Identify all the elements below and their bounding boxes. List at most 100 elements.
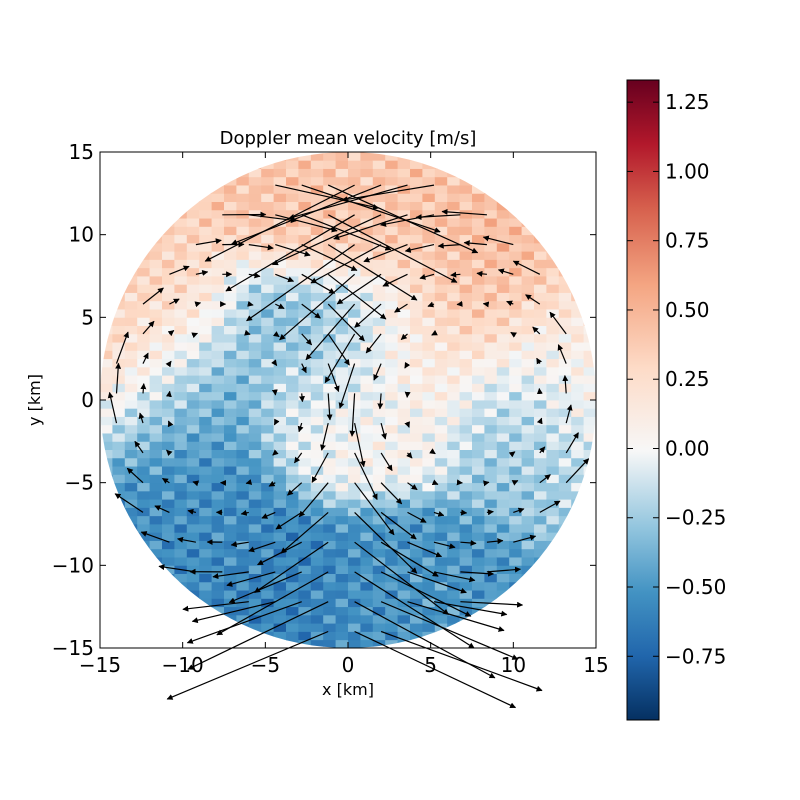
heatmap-cell	[224, 325, 237, 335]
heatmap-cell	[137, 350, 150, 360]
heatmap-cell	[186, 333, 200, 343]
heatmap-cell	[124, 441, 138, 450]
heatmap-cell	[360, 499, 374, 508]
heatmap-cell	[385, 342, 398, 351]
heatmap-cell	[447, 309, 460, 318]
heatmap-cell	[248, 416, 262, 426]
heatmap-cell	[236, 524, 250, 533]
heatmap-cell	[385, 333, 398, 343]
heatmap-cell	[323, 590, 336, 599]
heatmap-cell	[323, 350, 336, 360]
heatmap-cell	[236, 441, 250, 450]
heatmap-cell	[174, 433, 188, 442]
heatmap-cell	[137, 342, 150, 351]
heatmap-cell	[124, 400, 138, 409]
heatmap-cell	[422, 515, 436, 525]
heatmap-cell	[261, 614, 274, 624]
heatmap-cell	[459, 292, 473, 302]
heatmap-cell	[422, 490, 436, 500]
heatmap-cell	[174, 524, 188, 533]
heatmap-cell	[397, 623, 411, 632]
heatmap-cell	[546, 259, 560, 269]
heatmap-cell	[211, 209, 225, 219]
colorbar-tick-label: 0.75	[665, 229, 710, 253]
heatmap-cell	[521, 226, 535, 236]
heatmap-cell	[323, 614, 336, 624]
heatmap-cell	[298, 573, 312, 583]
heatmap-cell	[484, 350, 498, 360]
heatmap-cell	[360, 366, 374, 376]
heatmap-cell	[496, 391, 510, 401]
heatmap-cell	[447, 317, 460, 326]
heatmap-cell	[199, 524, 212, 533]
heatmap-cell	[248, 193, 262, 202]
velocity-arrow	[407, 511, 427, 523]
velocity-arrow	[140, 531, 170, 543]
heatmap-cell	[472, 457, 485, 467]
heatmap-cell	[472, 300, 485, 310]
heatmap-cell	[360, 490, 374, 500]
heatmap-cell	[385, 548, 398, 558]
heatmap-cell	[162, 276, 175, 285]
heatmap-cell	[310, 168, 324, 178]
heatmap-cell	[410, 300, 423, 310]
heatmap-cell	[372, 441, 386, 450]
heatmap-cell	[521, 557, 535, 566]
heatmap-cell	[459, 524, 473, 533]
heatmap-cell	[410, 557, 423, 566]
heatmap-cell	[323, 457, 336, 467]
heatmap-cell	[298, 515, 312, 525]
heatmap-cell	[224, 408, 237, 417]
heatmap-cell	[360, 606, 374, 616]
heatmap-cell	[397, 284, 411, 293]
velocity-arrow	[142, 320, 155, 335]
heatmap-cell	[360, 482, 374, 492]
velocity-arrow	[134, 440, 144, 454]
heatmap-cell	[137, 416, 150, 426]
heatmap-cell	[397, 342, 411, 351]
heatmap-cell	[472, 424, 485, 434]
heatmap-cell	[335, 185, 349, 194]
velocity-arrow	[275, 184, 380, 210]
heatmap-cell	[124, 358, 138, 368]
heatmap-cell	[434, 342, 448, 351]
heatmap-cell	[261, 300, 274, 310]
heatmap-cell	[509, 457, 522, 467]
heatmap-cell	[224, 333, 237, 343]
heatmap-cell	[583, 350, 596, 360]
heatmap-cell	[434, 209, 448, 219]
velocity-arrow	[166, 630, 329, 700]
heatmap-cell	[459, 466, 473, 475]
heatmap-cell	[397, 466, 411, 475]
heatmap-cell	[459, 259, 473, 269]
heatmap-cell	[323, 490, 336, 500]
heatmap-cell	[472, 358, 485, 368]
heatmap-cell	[348, 540, 361, 550]
heatmap-cell	[100, 366, 113, 376]
heatmap-cell	[459, 474, 473, 484]
heatmap-cell	[496, 375, 510, 384]
velocity-arrow	[191, 601, 276, 624]
heatmap-cell	[372, 358, 386, 368]
heatmap-cell	[248, 490, 262, 500]
heatmap-cell	[162, 350, 175, 360]
heatmap-cell	[496, 325, 510, 335]
heatmap-cell	[149, 284, 163, 293]
heatmap-cell	[335, 342, 349, 351]
heatmap-cell	[348, 573, 361, 583]
velocity-arrow	[482, 301, 490, 308]
heatmap-cell	[459, 201, 473, 211]
heatmap-cell	[124, 366, 138, 376]
heatmap-cell	[385, 193, 398, 202]
velocity-arrow	[301, 333, 313, 346]
heatmap-cell	[397, 176, 411, 186]
velocity-arrow	[275, 273, 295, 283]
heatmap-cell	[248, 366, 262, 376]
heatmap-cell	[261, 466, 274, 475]
heatmap-cell	[273, 168, 287, 178]
heatmap-cell	[372, 185, 386, 194]
heatmap-cell	[422, 375, 436, 384]
heatmap-cell	[496, 499, 510, 508]
heatmap-cell	[434, 358, 448, 368]
heatmap-cell	[199, 457, 212, 467]
